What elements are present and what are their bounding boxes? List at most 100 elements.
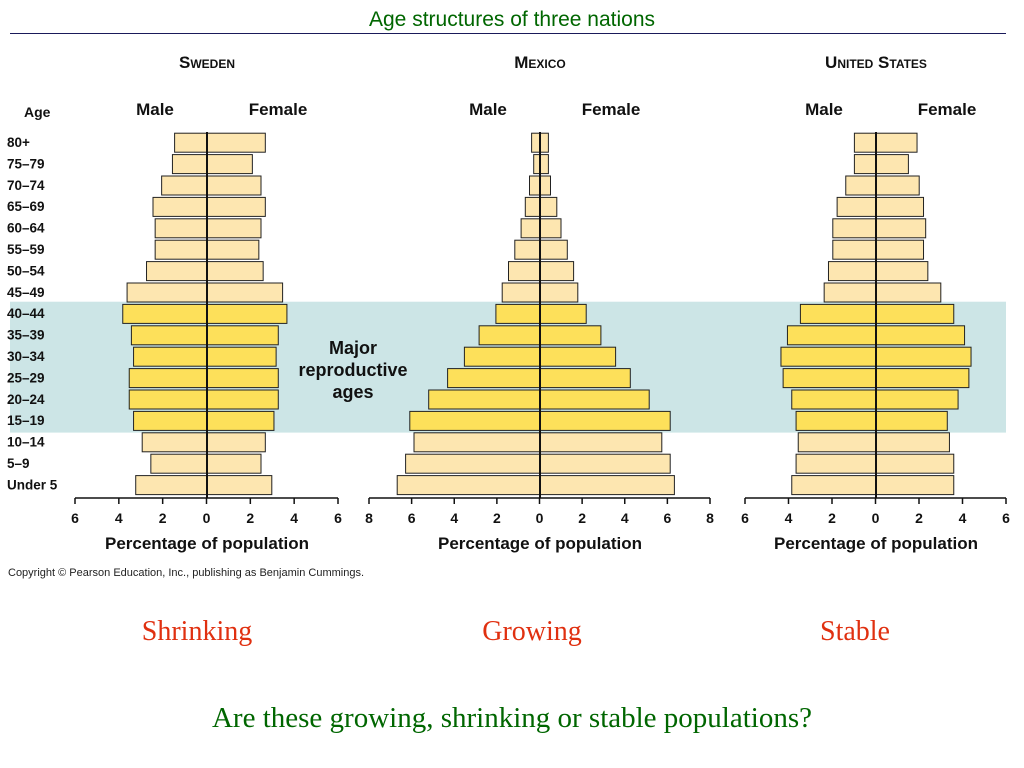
mexico-x-tick-label-4: 0 <box>536 510 544 526</box>
mexico-female-bar-70-74 <box>539 175 551 196</box>
sweden-x-tick-label-0: 6 <box>71 510 79 526</box>
united-states-female-bar-55-59 <box>875 239 925 260</box>
mexico-female-bar-65-69 <box>539 196 558 217</box>
age-label-15-19: 15–19 <box>7 413 45 428</box>
sweden-x-tick-label-1: 4 <box>115 510 123 526</box>
age-label-5-9: 5–9 <box>7 456 30 471</box>
united-states-male-bar-5-9 <box>795 453 877 474</box>
sweden-male-bar-under-5 <box>135 475 208 496</box>
mexico-male-bar-35-39 <box>478 325 541 346</box>
sweden-female-bar-50-54 <box>206 261 264 282</box>
united-states-female-bar-60-64 <box>875 218 927 239</box>
mexico-female-bar-50-54 <box>539 261 575 282</box>
sweden-female-header: Female <box>249 100 308 119</box>
age-label-65-69: 65–69 <box>7 199 45 214</box>
mexico-male-bar-45-49 <box>501 282 541 303</box>
united-states-x-tick-label-0: 6 <box>741 510 749 526</box>
copyright-text: Copyright © Pearson Education, Inc., pub… <box>8 567 365 579</box>
united-states-female-bar-15-19 <box>875 410 948 431</box>
mexico-male-bar-70-74 <box>529 175 541 196</box>
mexico-female-bar-75-79 <box>539 154 549 175</box>
sweden-female-bar-15-19 <box>206 410 275 431</box>
sweden-male-header: Male <box>136 100 174 119</box>
mexico-male-bar-50-54 <box>508 261 541 282</box>
united-states-male-bar-35-39 <box>786 325 877 346</box>
united-states-male-header: Male <box>805 100 843 119</box>
trend-label-mexico: Growing <box>482 616 582 647</box>
united-states-female-bar-80 <box>875 132 918 153</box>
mexico-male-bar-15-19 <box>409 410 541 431</box>
sweden-male-bar-40-44 <box>122 303 208 324</box>
mexico-male-header: Male <box>469 100 507 119</box>
trend-label-united-states: Stable <box>820 616 890 647</box>
united-states-male-bar-70-74 <box>845 175 877 196</box>
united-states-title: United States <box>825 53 927 72</box>
sweden-female-bar-45-49 <box>206 282 284 303</box>
mexico-female-header: Female <box>582 100 641 119</box>
slide-title: Age structures of three nations <box>369 8 655 31</box>
united-states-male-bar-55-59 <box>832 239 877 260</box>
sweden-male-bar-55-59 <box>154 239 208 260</box>
united-states-male-bar-15-19 <box>795 410 877 431</box>
age-label-20-24: 20–24 <box>7 392 45 407</box>
united-states-male-bar-20-24 <box>791 389 877 410</box>
mexico-male-bar-under-5 <box>396 475 541 496</box>
sweden-female-bar-5-9 <box>206 453 262 474</box>
united-states-x-tick-label-3: 0 <box>872 510 880 526</box>
sweden-x-tick-label-5: 4 <box>290 510 298 526</box>
united-states-female-bar-40-44 <box>875 303 955 324</box>
mexico-title: Mexico <box>514 53 566 72</box>
age-label-70-74: 70–74 <box>7 178 45 193</box>
united-states-female-bar-10-14 <box>875 432 950 453</box>
united-states-male-bar-50-54 <box>827 261 877 282</box>
united-states-male-bar-60-64 <box>832 218 877 239</box>
age-label-50-54: 50–54 <box>7 263 45 278</box>
united-states-x-tick-label-6: 6 <box>1002 510 1010 526</box>
mexico-female-bar-40-44 <box>539 303 587 324</box>
united-states-female-bar-75-79 <box>875 154 909 175</box>
sweden-female-bar-75-79 <box>206 154 253 175</box>
sweden-female-bar-under-5 <box>206 475 273 496</box>
age-label-75-79: 75–79 <box>7 156 45 171</box>
age-label-under-5: Under 5 <box>7 477 58 492</box>
united-states-female-bar-under-5 <box>875 475 955 496</box>
united-states-female-header: Female <box>918 100 977 119</box>
sweden-female-bar-30-34 <box>206 346 277 367</box>
sweden-male-bar-65-69 <box>152 196 208 217</box>
united-states-male-bar-25-29 <box>782 368 877 389</box>
sweden-x-tick-label-2: 2 <box>159 510 167 526</box>
mexico-x-tick-label-3: 2 <box>493 510 501 526</box>
mexico-x-tick-label-0: 8 <box>365 510 373 526</box>
sweden-male-bar-30-34 <box>133 346 208 367</box>
mexico-x-tick-label-2: 4 <box>450 510 458 526</box>
united-states-female-bar-35-39 <box>875 325 966 346</box>
mexico-female-bar-15-19 <box>539 410 671 431</box>
united-states-male-bar-80 <box>853 132 877 153</box>
mexico-female-bar-5-9 <box>539 453 671 474</box>
united-states-female-bar-30-34 <box>875 346 972 367</box>
united-states-female-bar-45-49 <box>875 282 942 303</box>
sweden-female-bar-55-59 <box>206 239 260 260</box>
mexico-male-bar-20-24 <box>428 389 541 410</box>
mexico-x-axis-label: Percentage of population <box>438 534 642 553</box>
mexico-female-bar-55-59 <box>539 239 568 260</box>
age-label-45-49: 45–49 <box>7 285 45 300</box>
question-text: Are these growing, shrinking or stable p… <box>211 702 813 734</box>
united-states-x-tick-label-5: 4 <box>959 510 967 526</box>
sweden-male-bar-35-39 <box>130 325 208 346</box>
sweden-x-tick-label-4: 2 <box>246 510 254 526</box>
sweden-female-bar-65-69 <box>206 196 266 217</box>
united-states-female-bar-65-69 <box>875 196 925 217</box>
mexico-female-bar-20-24 <box>539 389 650 410</box>
mexico-male-bar-65-69 <box>524 196 541 217</box>
age-axis-label: Age <box>24 104 51 120</box>
united-states-male-bar-45-49 <box>823 282 877 303</box>
united-states-female-bar-5-9 <box>875 453 955 474</box>
age-label-10-14: 10–14 <box>7 435 45 450</box>
sweden-female-bar-10-14 <box>206 432 266 453</box>
mexico-male-bar-55-59 <box>514 239 541 260</box>
sweden-female-bar-40-44 <box>206 303 288 324</box>
united-states-x-tick-label-1: 4 <box>785 510 793 526</box>
mexico-male-bar-60-64 <box>520 218 541 239</box>
mexico-female-bar-60-64 <box>539 218 562 239</box>
